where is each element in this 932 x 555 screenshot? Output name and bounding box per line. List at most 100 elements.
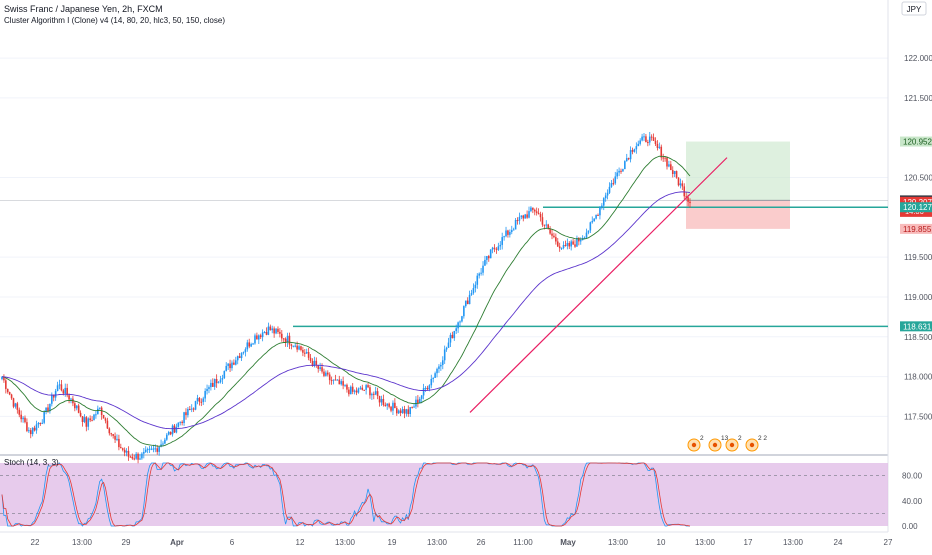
candle-body[interactable]: [392, 402, 394, 411]
candle-body[interactable]: [510, 230, 513, 232]
candle-body[interactable]: [348, 389, 350, 395]
candle-body[interactable]: [97, 408, 99, 415]
candle-body[interactable]: [562, 245, 565, 249]
candle-body[interactable]: [303, 352, 306, 354]
candle-body[interactable]: [468, 294, 471, 305]
candle-body[interactable]: [643, 136, 645, 138]
candle-body[interactable]: [252, 343, 254, 345]
candle-body[interactable]: [248, 342, 251, 347]
candle-body[interactable]: [539, 214, 542, 218]
candle-body[interactable]: [223, 370, 226, 379]
candle-body[interactable]: [405, 409, 408, 414]
candle-body[interactable]: [177, 422, 180, 427]
candle-body[interactable]: [476, 275, 479, 285]
candle-body[interactable]: [18, 409, 21, 415]
candle-body[interactable]: [438, 366, 440, 369]
candle-body[interactable]: [524, 214, 526, 219]
candle-body[interactable]: [443, 349, 446, 361]
candle-body[interactable]: [555, 237, 557, 242]
candle-body[interactable]: [87, 418, 90, 427]
candle-body[interactable]: [547, 224, 549, 229]
candle-body[interactable]: [629, 150, 632, 160]
candle-body[interactable]: [315, 360, 318, 366]
candle-body[interactable]: [250, 344, 252, 347]
candle-body[interactable]: [108, 428, 111, 434]
candle-body[interactable]: [482, 265, 484, 273]
candle-body[interactable]: [3, 376, 5, 381]
candle-body[interactable]: [326, 372, 329, 375]
candle-body[interactable]: [114, 435, 116, 440]
candle-body[interactable]: [269, 326, 272, 331]
candle-body[interactable]: [167, 432, 170, 435]
candle-body[interactable]: [503, 236, 505, 238]
candle-body[interactable]: [564, 245, 567, 247]
candle-body[interactable]: [602, 198, 605, 206]
candle-body[interactable]: [187, 409, 189, 416]
candle-body[interactable]: [491, 247, 494, 250]
candle-body[interactable]: [363, 389, 366, 391]
candle-body[interactable]: [371, 393, 373, 396]
candle-body[interactable]: [673, 171, 676, 175]
candle-body[interactable]: [254, 335, 256, 344]
candle-body[interactable]: [576, 237, 578, 247]
candle-body[interactable]: [344, 384, 346, 386]
candle-body[interactable]: [470, 293, 473, 295]
candle-body[interactable]: [606, 192, 609, 196]
candle-body[interactable]: [486, 256, 488, 260]
candle-body[interactable]: [229, 363, 231, 369]
candle-body[interactable]: [213, 378, 216, 387]
candle-body[interactable]: [265, 332, 268, 335]
candle-body[interactable]: [240, 353, 243, 359]
candle-body[interactable]: [81, 416, 84, 422]
candle-body[interactable]: [380, 398, 383, 403]
candle-body[interactable]: [463, 306, 465, 317]
candle-body[interactable]: [43, 412, 45, 423]
candle-body[interactable]: [221, 378, 224, 380]
candle-body[interactable]: [41, 422, 44, 424]
candle-body[interactable]: [313, 360, 316, 367]
candle-body[interactable]: [474, 284, 477, 289]
candle-body[interactable]: [568, 243, 571, 247]
candle-body[interactable]: [464, 300, 467, 307]
candle-body[interactable]: [200, 401, 203, 403]
time-axis[interactable]: 22 13:00 29 Apr 6 12 13:00 19 13:00 26 11:00 May 13:…: [0, 531, 893, 547]
candle-body[interactable]: [687, 197, 689, 202]
candle-body[interactable]: [484, 259, 486, 266]
candle-body[interactable]: [599, 207, 601, 216]
candle-body[interactable]: [91, 420, 93, 422]
fast-moving-average[interactable]: [1, 155, 691, 447]
candle-body[interactable]: [683, 186, 686, 197]
candle-body[interactable]: [639, 140, 641, 144]
price-label-box[interactable]: [900, 202, 932, 213]
candle-body[interactable]: [60, 384, 63, 391]
candle-body[interactable]: [578, 237, 580, 242]
candle-body[interactable]: [106, 420, 109, 429]
candle-body[interactable]: [33, 427, 36, 431]
candle-body[interactable]: [215, 378, 218, 384]
candle-body[interactable]: [133, 458, 136, 460]
candle-body[interactable]: [261, 332, 264, 338]
candle-body[interactable]: [110, 433, 113, 435]
candle-body[interactable]: [93, 414, 95, 421]
candle-body[interactable]: [217, 382, 220, 384]
candle-body[interactable]: [154, 448, 157, 450]
candle-body[interactable]: [131, 456, 134, 459]
candle-body[interactable]: [298, 346, 300, 350]
candle-body[interactable]: [533, 209, 536, 212]
candle-body[interactable]: [675, 171, 678, 178]
candle-body[interactable]: [74, 403, 76, 409]
candle-body[interactable]: [440, 364, 442, 367]
candle-body[interactable]: [62, 390, 65, 394]
candle-body[interactable]: [420, 395, 423, 399]
candle-body[interactable]: [441, 360, 444, 365]
stoch-d-line[interactable]: [1, 462, 691, 527]
candle-body[interactable]: [424, 387, 427, 389]
candle-body[interactable]: [359, 387, 362, 389]
candle-body[interactable]: [330, 380, 333, 382]
candle-body[interactable]: [403, 409, 406, 414]
candle-body[interactable]: [190, 408, 193, 410]
candle-body[interactable]: [204, 391, 206, 399]
candle-body[interactable]: [409, 407, 412, 415]
candle-body[interactable]: [660, 146, 663, 158]
candle-body[interactable]: [426, 387, 429, 390]
